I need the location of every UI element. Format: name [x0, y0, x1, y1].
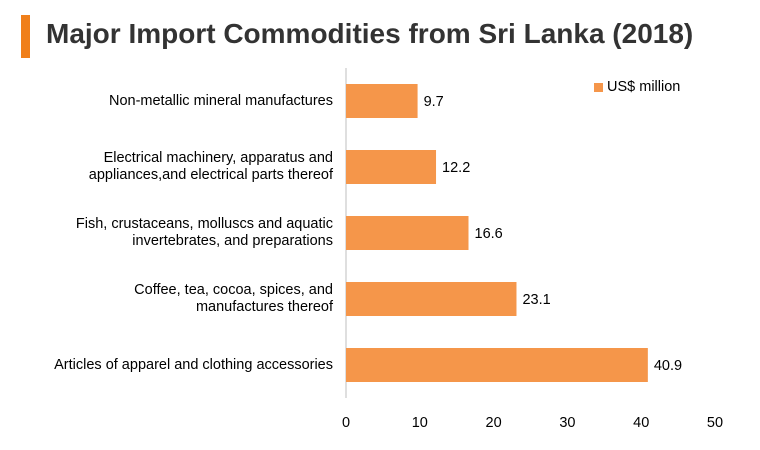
category-label-line: Electrical machinery, apparatus and — [103, 150, 333, 166]
bar — [346, 282, 517, 316]
x-tick-label: 50 — [707, 415, 723, 431]
x-tick-label: 10 — [412, 415, 428, 431]
category-label: Fish, crustaceans, molluscs and aquatic i… — [3, 216, 333, 250]
category-label: Non-metallic mineral manufactures — [3, 93, 333, 110]
category-label-line: Articles of apparel and clothing accesso… — [54, 356, 333, 373]
category-label-line: Non-metallic mineral manufactures — [108, 92, 333, 109]
data-label: 40.9 — [654, 358, 682, 374]
bar — [346, 348, 648, 382]
x-tick-label: 0 — [342, 415, 350, 431]
bar — [346, 216, 469, 250]
category-label: Electrical machinery, apparatus and appli… — [3, 150, 333, 184]
bar — [346, 84, 418, 118]
category-label-line: Fish, crustaceans, molluscs and aquatic — [75, 216, 333, 232]
legend: US$ million — [594, 79, 680, 95]
data-label: 23.1 — [522, 292, 550, 308]
category-label-line: Coffee, tea, cocoa, spices, and — [134, 282, 333, 298]
legend-label: US$ million — [607, 79, 681, 95]
x-tick-label: 40 — [633, 415, 649, 431]
category-label-line: manufactures thereof — [195, 299, 333, 315]
category-label: Coffee, tea, cocoa, spices, and manufactu… — [3, 282, 333, 316]
x-tick-label: 30 — [559, 415, 575, 431]
data-label: 9.7 — [424, 94, 444, 110]
legend-swatch — [594, 82, 603, 92]
data-label: 12.2 — [442, 160, 470, 176]
data-label: 16.6 — [475, 226, 503, 242]
category-label-line: invertebrates, and preparations — [132, 233, 333, 249]
bar — [346, 150, 437, 184]
chart-title: Major Import Commodities from Sri Lanka … — [46, 18, 694, 49]
category-label: Articles of apparel and clothing accesso… — [3, 357, 333, 374]
x-tick-label: 20 — [486, 415, 502, 431]
title-accent-bar — [21, 15, 30, 58]
category-label-line: appliances,and electrical parts thereof — [88, 167, 333, 183]
